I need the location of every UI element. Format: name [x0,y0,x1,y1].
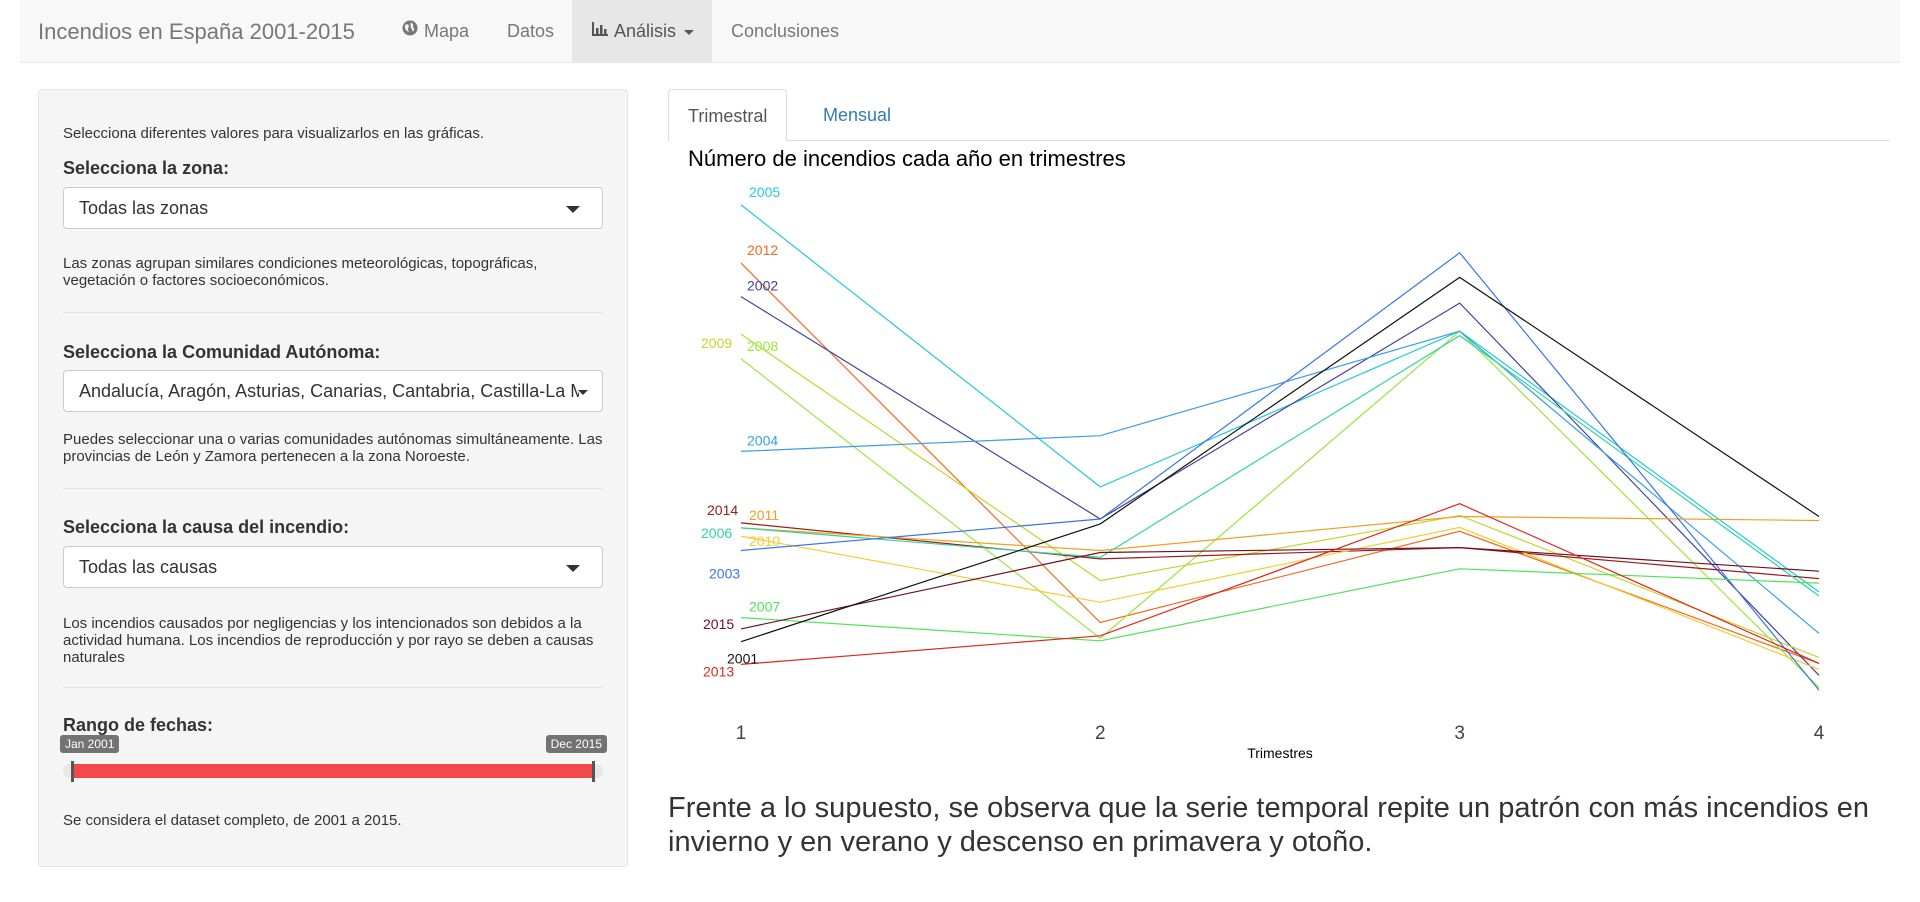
zona-help: Las zonas agrupan similares condiciones … [63,255,538,289]
series-label-2005: 2005 [749,184,780,200]
tab-trimestral[interactable]: Trimestral [668,89,788,142]
series-line-2003 [740,251,1820,691]
nav-item-analisis-label: Análisis [614,21,677,41]
causa-label: Selecciona la causa del incendio: [63,517,350,537]
series-line-2011 [740,515,1820,552]
series-label-2012: 2012 [747,242,778,258]
causa-help: Los incendios causados por negligencias … [63,615,594,666]
zona-label: Selecciona la zona: [63,158,230,178]
series-line-2014 [740,522,1820,580]
tab-mensual[interactable]: Mensual [823,105,892,125]
chart-tabs: Trimestral Mensual [668,89,1890,142]
series-label-2010: 2010 [749,533,780,549]
comunidad-select-value: Andalucía, Aragón, Asturias, Canarias, C… [79,381,579,401]
nav-item-conclusiones[interactable]: Conclusiones [731,21,840,41]
zona-select-value: Todas las zonas [79,198,209,218]
series-line-2009 [740,333,1820,659]
causa-select-value: Todas las causas [79,557,218,577]
fechas-help: Se considera el dataset completo, de 200… [63,812,402,829]
sidebar-intro: Selecciona diferentes valores para visua… [63,125,485,142]
series-line-2008 [740,330,1820,689]
slider-handle-to[interactable] [592,761,595,782]
line-chart: 2005 2012 2002 2009 2008 2004 2014 2011 2010 2006… [701,184,1825,761]
series-line-2013 [740,503,1820,665]
chevron-down-icon [684,29,695,35]
nav-item-mapa-label: Mapa [424,21,470,41]
series-label-2011: 2011 [749,507,779,523]
series-label-2003: 2003 [709,566,740,582]
series-line-2007 [740,568,1820,642]
slider-from-tag: Jan 2001 [60,735,120,753]
x-axis-label: Trimestres [1247,745,1313,761]
series-line-2005 [740,204,1820,593]
divider [63,687,603,688]
date-range-slider[interactable]: Jan 2001 Dec 2015 [60,735,607,784]
comunidad-select[interactable]: Andalucía, Aragón, Asturias, Canarias, C… [63,370,603,412]
chart-title: Número de incendios cada año en trimestr… [688,146,1126,171]
analysis-note: Frente a lo supuesto, se observa que la … [668,792,1869,858]
x-tick-label: 1 [736,723,747,744]
series-line-2006 [740,334,1820,597]
series-line-2010 [740,526,1820,670]
series-label-2009: 2009 [701,335,732,351]
series-label-2007: 2007 [749,599,780,615]
series-line-2002 [740,296,1820,676]
nav-item-datos[interactable]: Datos [507,21,555,41]
series-label-2006: 2006 [701,525,732,541]
comunidad-label: Selecciona la Comunidad Autónoma: [63,342,381,362]
series-line-2012 [740,262,1820,664]
x-tick-label: 2 [1095,723,1106,744]
divider [63,488,603,489]
nav-item-mapa[interactable]: Mapa [402,0,469,62]
x-tick-label: 4 [1814,723,1825,744]
series-line-2004 [740,330,1820,634]
chevron-down-icon [578,390,588,395]
causa-select[interactable]: Todas las causas [63,546,603,588]
divider [63,312,603,313]
sidebar-panel: Selecciona diferentes valores para visua… [38,89,628,867]
chevron-down-icon [566,206,580,213]
nav-item-analisis[interactable]: Análisis [572,0,712,62]
series-line-2001 [740,276,1820,643]
series-label-2002: 2002 [747,278,778,294]
bar-chart-icon [592,0,608,61]
series-label-2015: 2015 [703,616,734,632]
chart-area: 2005 2012 2002 2009 2008 2004 2014 2011 2010 2006… [668,141,1898,771]
slider-selected-range [72,764,594,778]
navbar: Incendios en España 2001-2015 Mapa Datos… [20,0,1900,63]
zona-select[interactable]: Todas las zonas [63,187,603,229]
navbar-brand[interactable]: Incendios en España 2001-2015 [38,19,355,44]
slider-handle-from[interactable] [71,761,74,782]
series-label-2001: 2001 [727,651,758,667]
x-tick-label: 3 [1454,723,1465,744]
globe-icon [402,0,418,61]
chevron-down-icon [566,565,580,572]
slider-to-tag: Dec 2015 [545,735,607,753]
series-label-2013: 2013 [703,663,734,679]
series-line-2015 [740,546,1820,630]
series-label-2008: 2008 [747,338,778,354]
comunidad-help: Puedes seleccionar una o varias comunida… [63,431,603,465]
series-label-2014: 2014 [707,502,738,518]
fechas-label: Rango de fechas: [63,715,214,735]
series-label-2004: 2004 [747,432,778,448]
